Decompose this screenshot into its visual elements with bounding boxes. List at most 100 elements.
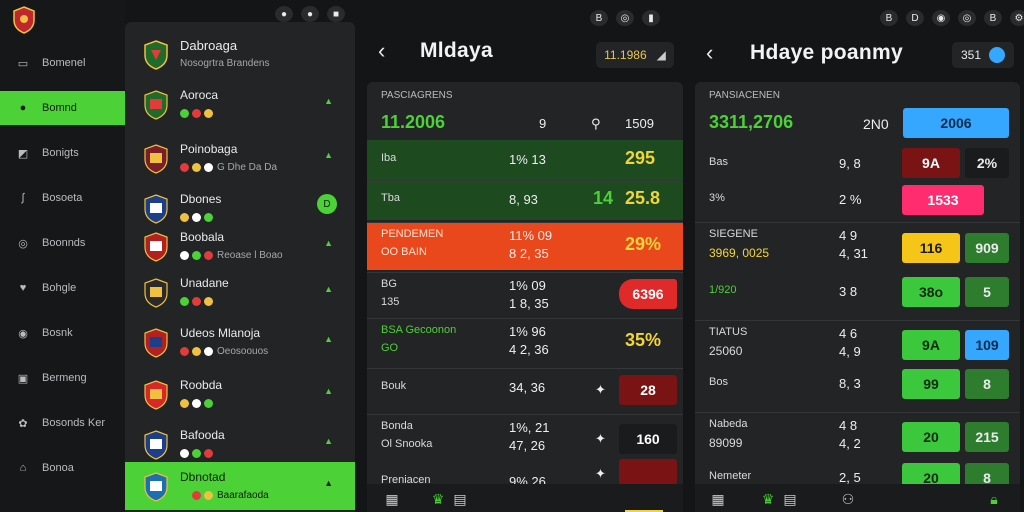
- match-row[interactable]: Tba 8, 93 14 25.8: [367, 180, 683, 220]
- chevron-up-icon[interactable]: ▲: [324, 436, 333, 446]
- calendar-icon[interactable]: ▦: [707, 488, 729, 510]
- odds-chip-2[interactable]: 8: [965, 369, 1009, 399]
- match-row[interactable]: Bos 8, 3 99 8: [695, 366, 1020, 402]
- chevron-up-icon[interactable]: ▲: [324, 96, 333, 106]
- league-item[interactable]: Dbnotad Baarafaoda ▲: [125, 462, 355, 510]
- grid-icon[interactable]: ▤: [779, 488, 801, 510]
- status-icon[interactable]: B: [880, 10, 898, 26]
- team-sub: 135: [381, 296, 399, 308]
- match-row[interactable]: Nabeda 89099 4 8 4, 2 20 215: [695, 414, 1020, 460]
- chevron-up-icon[interactable]: ▲: [324, 284, 333, 294]
- odds-chip[interactable]: 28: [619, 375, 677, 405]
- stat-icon: ✦: [595, 431, 606, 447]
- rail-item-9[interactable]: ⌂ Bonoa: [0, 451, 125, 485]
- rail-item-8[interactable]: ✿ Bosonds Ker: [0, 406, 125, 440]
- league-item[interactable]: Bafooda ▲: [125, 420, 355, 468]
- rail-item-6[interactable]: ◉ Bosnk: [0, 316, 125, 350]
- status-icon[interactable]: ⚙: [1010, 10, 1024, 26]
- match-row[interactable]: Iba 1% 13 295: [367, 140, 683, 180]
- back-arrow-icon[interactable]: ‹: [706, 40, 730, 66]
- trophy-icon[interactable]: ♛: [427, 488, 449, 510]
- user-icon[interactable]: ⚇: [837, 488, 859, 510]
- club-crest-icon: [143, 90, 169, 120]
- calendar-icon[interactable]: ▦: [381, 488, 403, 510]
- club-crest-icon: [143, 380, 169, 410]
- match-row[interactable]: Bouk 34, 36 28 ✦: [367, 368, 683, 412]
- odds-chip-2[interactable]: 909: [965, 233, 1009, 263]
- status-icon[interactable]: ◎: [958, 10, 976, 26]
- league-header[interactable]: Dabroaga Nosogrtra Brandens: [125, 30, 355, 78]
- status-icon[interactable]: ◉: [932, 10, 950, 26]
- status-icon[interactable]: ■: [327, 6, 345, 22]
- status-icon[interactable]: B: [590, 10, 608, 26]
- odds-chip[interactable]: 6396: [619, 279, 677, 309]
- score-a: 4 8: [839, 418, 857, 433]
- match2-header-box[interactable]: 351: [952, 42, 1014, 68]
- chevron-up-icon[interactable]: ▲: [324, 386, 333, 396]
- odds-chip[interactable]: 160: [619, 424, 677, 454]
- league-item[interactable]: Poinobaga G Dhe Da Da ▲: [125, 134, 355, 182]
- match-row[interactable]: BSA Gecoonon GO 1% 96 4 2, 36 35%: [367, 318, 683, 368]
- rail-item-1[interactable]: ● Bomnd: [0, 91, 125, 125]
- rail-item-7[interactable]: ▣ Bermeng: [0, 361, 125, 395]
- odds-chip[interactable]: 38o: [902, 277, 960, 307]
- odds-chip[interactable]: 20: [902, 422, 960, 452]
- match-row[interactable]: TIATUS 25060 4 6 4, 9 9A 109: [695, 322, 1020, 368]
- league-item[interactable]: Boobala Reoase l Boao ▲: [125, 222, 355, 270]
- rail-item-3[interactable]: ∫ Bosoeta: [0, 181, 125, 215]
- match1-header-box[interactable]: 11.1986 ◢: [596, 42, 674, 68]
- match-row[interactable]: 1/920 3 8 38o 5: [695, 274, 1020, 310]
- odds-chip[interactable]: 9A: [902, 148, 960, 178]
- chevron-up-icon[interactable]: ▲: [324, 334, 333, 344]
- status-icon[interactable]: ◎: [616, 10, 634, 26]
- rail-item-0[interactable]: ▭ Bomenel: [0, 46, 125, 80]
- match2-top-chip[interactable]: 2006: [903, 108, 1009, 138]
- league-sub-text: Baarafaoda: [217, 490, 269, 501]
- odds-value: 35%: [625, 330, 661, 351]
- odds-chip-2[interactable]: 2%: [965, 148, 1009, 178]
- chevron-up-icon[interactable]: ▲: [324, 150, 333, 160]
- match1-top-name: 11.2006: [381, 112, 445, 133]
- odds-chip-2[interactable]: 215: [965, 422, 1009, 452]
- match-row[interactable]: PENDEMEN OO BAIN 11% 09 8 2, 35 29%: [367, 222, 683, 270]
- match1-bottom-nav: ▦ ♛ ▤: [367, 484, 683, 512]
- league-sub: [180, 398, 217, 409]
- trophy-icon[interactable]: ♛: [757, 488, 779, 510]
- league-item[interactable]: Udeos Mlanoja Oeosoouos ▲: [125, 318, 355, 366]
- rail-item-2[interactable]: ◩ Bonigts: [0, 136, 125, 170]
- back-arrow-icon[interactable]: ‹: [378, 38, 402, 64]
- match-row[interactable]: BG 135 1% 09 1 8, 35 6396: [367, 272, 683, 316]
- status-icon[interactable]: ●: [301, 6, 319, 22]
- odds-chip-2[interactable]: 5: [965, 277, 1009, 307]
- match2-bottom-nav: ▦ ♛ ▤ ⚇ 🔒︎: [695, 484, 1020, 512]
- odds-chip[interactable]: 1533: [902, 185, 984, 215]
- match-row[interactable]: Bas 9, 8 9A 2%: [695, 146, 1020, 180]
- status-icons-right: B D ◉ ◎ B ⚙: [880, 10, 1024, 26]
- club-crest-icon: [143, 278, 169, 308]
- team-name: 1/920: [709, 284, 737, 296]
- status-icon[interactable]: ▮: [642, 10, 660, 26]
- rail-item-5[interactable]: ♥ Bohgle: [0, 271, 125, 305]
- status-icon[interactable]: ●: [275, 6, 293, 22]
- league-item[interactable]: Unadane ▲: [125, 268, 355, 316]
- grid-icon[interactable]: ▤: [449, 488, 471, 510]
- match-row[interactable]: Bonda Ol Snooka 1%, 21 47, 26 160 ✦: [367, 414, 683, 464]
- target-icon[interactable]: ⚲: [591, 116, 601, 132]
- odds-chip-2[interactable]: 109: [965, 330, 1009, 360]
- lock-icon[interactable]: 🔒︎: [983, 488, 1005, 510]
- match-row[interactable]: 3% 2 % 1533: [695, 182, 1020, 218]
- chevron-up-icon[interactable]: ▲: [324, 478, 333, 488]
- status-icon[interactable]: B: [984, 10, 1002, 26]
- league-panel: Dabroaga Nosogrtra Brandens Aoroca ▲ Poino…: [125, 22, 355, 512]
- match-row[interactable]: Preniacen 9% 26 ✦: [367, 462, 683, 486]
- league-item[interactable]: Roobda ▲: [125, 370, 355, 418]
- chevron-up-icon[interactable]: ▲: [324, 238, 333, 248]
- odds-chip[interactable]: 116: [902, 233, 960, 263]
- status-icon[interactable]: D: [906, 10, 924, 26]
- match-row[interactable]: SIEGENE 3969, 0025 4 9 4, 31 116 909: [695, 224, 1020, 272]
- team-sub: 3969, 0025: [709, 246, 769, 260]
- league-item[interactable]: Aoroca ▲: [125, 80, 355, 128]
- rail-item-4[interactable]: ◎ Boonnds: [0, 226, 125, 260]
- odds-chip[interactable]: 9A: [902, 330, 960, 360]
- odds-chip[interactable]: 99: [902, 369, 960, 399]
